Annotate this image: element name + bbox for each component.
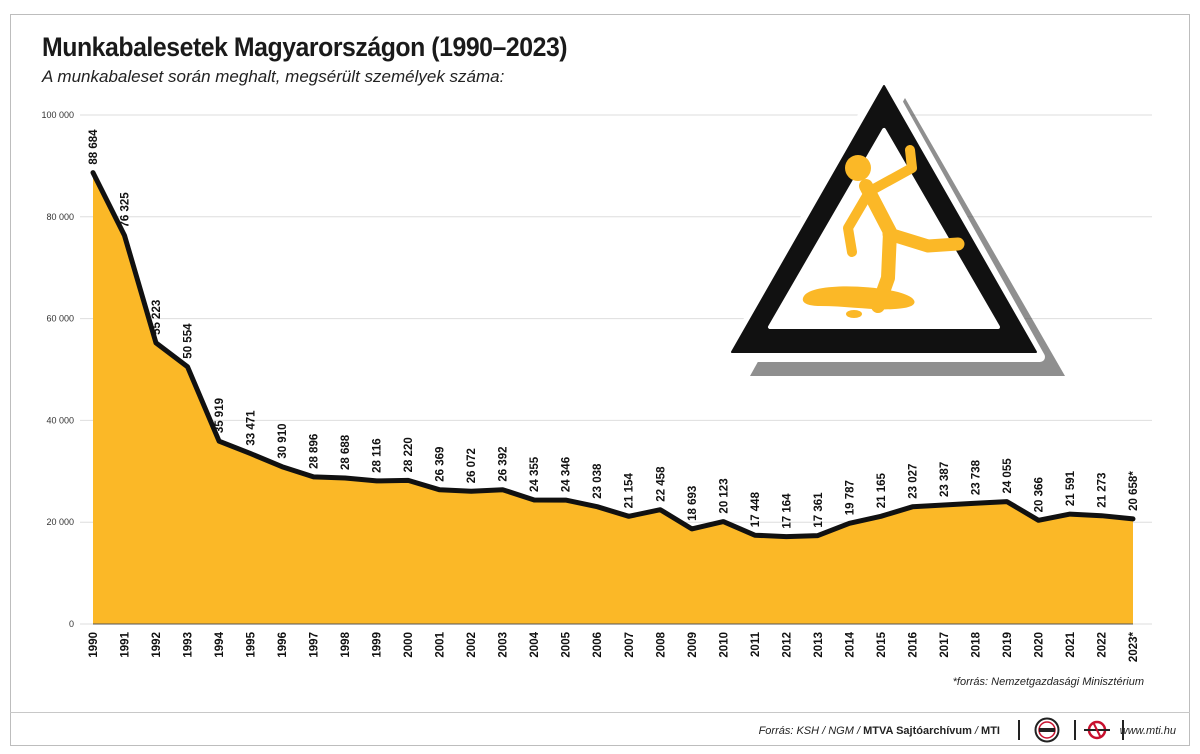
data-label: 26 369 — [435, 447, 447, 482]
x-tick-label: 2023* — [1128, 631, 1140, 662]
x-tick-label: 2008 — [655, 631, 667, 657]
y-tick-label: 60 000 — [46, 314, 74, 324]
data-label: 26 392 — [498, 446, 510, 481]
data-label: 30 910 — [277, 423, 289, 458]
data-label: 20 658* — [1128, 471, 1140, 511]
footer-separator — [1122, 720, 1124, 740]
x-tick-label: 2004 — [529, 631, 541, 657]
data-label: 17 448 — [750, 491, 762, 527]
y-tick-label: 40 000 — [46, 415, 74, 425]
x-tick-label: 2012 — [781, 632, 793, 658]
y-tick-label: 20 000 — [46, 517, 74, 527]
data-label: 28 116 — [372, 438, 384, 473]
x-tick-label: 2020 — [1033, 632, 1045, 658]
x-tick-label: 1992 — [151, 632, 163, 658]
data-label: 24 355 — [529, 456, 541, 492]
x-tick-label: 2017 — [939, 632, 951, 658]
footer-separator — [1018, 720, 1020, 740]
x-tick-label: 2005 — [561, 631, 573, 657]
data-label: 19 787 — [844, 480, 856, 515]
falling-person-icon — [802, 145, 965, 318]
x-tick-label: 2001 — [435, 631, 447, 657]
website-link[interactable]: www.mti.hu — [1119, 725, 1176, 737]
y-tick-label: 0 — [69, 619, 74, 629]
data-label: 28 688 — [340, 434, 352, 470]
data-label: 50 554 — [183, 323, 195, 359]
data-label: 28 220 — [403, 437, 415, 472]
data-label: 76 325 — [120, 192, 132, 228]
series-line — [90, 170, 1136, 540]
x-tick-label: 1999 — [372, 632, 384, 658]
footnote: *forrás: Nemzetgazdasági Minisztérium — [952, 676, 1144, 688]
x-tick-label: 2006 — [592, 632, 604, 658]
chart-subtitle: A munkabaleset során meghalt, megsérült … — [42, 67, 505, 86]
data-label: 24 055 — [1002, 458, 1014, 494]
y-tick-label: 80 000 — [46, 212, 74, 222]
data-label: 26 072 — [466, 448, 478, 483]
data-label: 23 738 — [970, 459, 982, 495]
data-label: 20 123 — [718, 478, 730, 513]
x-tick-label: 1994 — [214, 631, 226, 657]
x-tick-label: 1995 — [246, 631, 258, 657]
area-fill — [93, 172, 1133, 624]
x-tick-label: 2007 — [624, 632, 636, 658]
x-tick-label: 2016 — [907, 632, 919, 658]
data-label: 23 387 — [939, 462, 951, 497]
x-tick-label: 2014 — [844, 631, 856, 657]
x-tick-label: 2019 — [1002, 632, 1014, 658]
data-label: 17 164 — [781, 493, 793, 529]
data-label: 23 038 — [592, 463, 604, 499]
mti-logo-icon — [1084, 720, 1110, 740]
x-tick-label: 1997 — [309, 632, 321, 658]
source-credit: Forrás: KSH / NGM / MTVA Sajtóarchívum /… — [759, 725, 1000, 737]
mtva-logo-icon — [1034, 717, 1060, 743]
x-tick-label: 1993 — [183, 632, 195, 658]
x-axis: 1990 1991 1992 1993 1994 1995 1996 1997 1998 1999… — [88, 631, 1140, 662]
x-tick-label: 2009 — [687, 632, 699, 658]
x-tick-label: 2000 — [403, 632, 415, 658]
x-tick-label: 1991 — [120, 631, 132, 657]
x-tick-label: 2022 — [1096, 632, 1108, 658]
data-label: 35 919 — [214, 398, 226, 433]
data-label: 21 165 — [876, 472, 888, 508]
data-label: 88 684 — [88, 129, 100, 165]
source-slash: / — [971, 725, 982, 737]
y-axis: 0 20 000 40 000 60 000 80 000 100 000 — [41, 110, 74, 629]
y-tick-label: 100 000 — [41, 110, 74, 120]
slippery-floor-warning-icon — [723, 73, 1065, 376]
source-mti: MTI — [981, 725, 1000, 737]
footer: Forrás: KSH / NGM / MTVA Sajtóarchívum /… — [10, 712, 1190, 747]
data-label: 21 591 — [1065, 470, 1077, 506]
x-tick-label: 1990 — [88, 632, 100, 658]
x-tick-label: 2011 — [750, 631, 762, 657]
x-tick-label: 2015 — [876, 631, 888, 657]
data-label: 22 458 — [655, 466, 667, 502]
data-label: 21 273 — [1096, 473, 1108, 508]
x-tick-label: 2021 — [1065, 631, 1077, 657]
data-labels: 88 684 76 325 55 223 50 554 35 919 33 471 30 9… — [88, 129, 1140, 529]
chart-title: Munkabalesetek Magyarországon (1990–2023… — [42, 32, 568, 62]
x-tick-label: 1998 — [340, 631, 352, 657]
x-tick-label: 1996 — [277, 632, 289, 658]
footer-separator — [1074, 720, 1076, 740]
data-label: 28 896 — [309, 434, 321, 469]
source-archive: MTVA Sajtóarchívum — [863, 725, 972, 737]
data-label: 17 361 — [813, 492, 825, 528]
data-label: 33 471 — [246, 410, 258, 446]
x-tick-label: 2010 — [718, 632, 730, 658]
x-tick-label: 2018 — [970, 631, 982, 657]
x-tick-label: 2013 — [813, 632, 825, 658]
x-tick-label: 2003 — [498, 632, 510, 658]
data-label: 23 027 — [907, 464, 919, 499]
data-label: 55 223 — [151, 300, 163, 335]
data-label: 18 693 — [687, 486, 699, 521]
data-label: 24 346 — [561, 457, 573, 492]
x-tick-label: 2002 — [466, 632, 478, 658]
source-prefix: Forrás: KSH / NGM / — [758, 725, 864, 737]
data-label: 20 366 — [1033, 477, 1045, 512]
data-label: 21 154 — [624, 473, 636, 509]
